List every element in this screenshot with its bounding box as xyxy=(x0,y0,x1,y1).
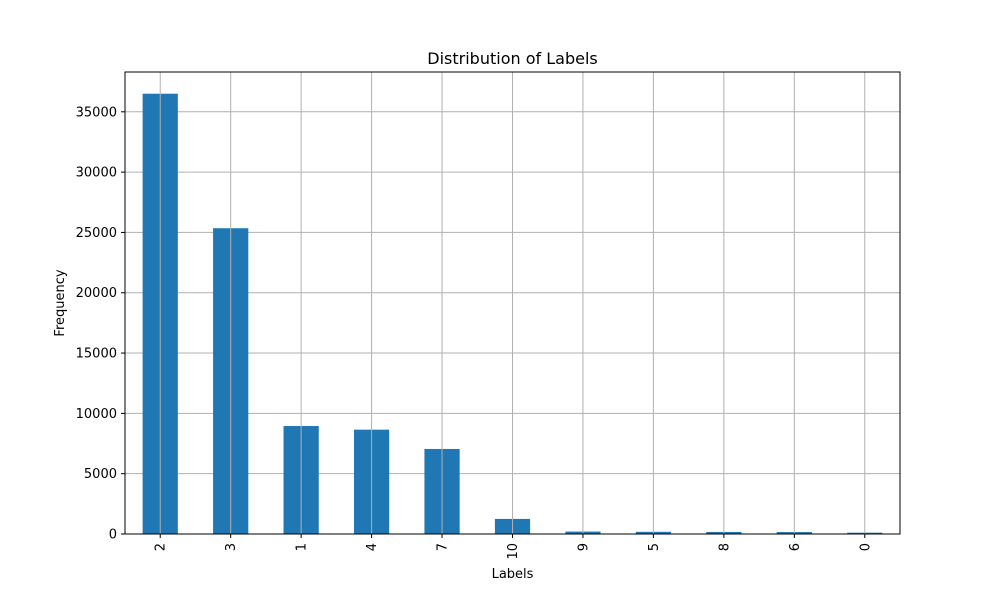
y-axis-label: Frequency xyxy=(53,269,68,336)
x-tick-label: 6 xyxy=(788,543,803,551)
x-tick-label: 0 xyxy=(858,543,873,551)
y-tick-label: 5000 xyxy=(84,467,117,482)
y-tick-label: 35000 xyxy=(76,105,117,120)
y-tick-label: 30000 xyxy=(76,166,117,181)
y-tick-label: 0 xyxy=(109,528,117,543)
x-tick-label: 4 xyxy=(365,543,380,551)
x-tick-label: 2 xyxy=(154,543,169,551)
chart-title: Distribution of Labels xyxy=(427,49,597,68)
x-tick-label: 1 xyxy=(295,543,310,551)
x-tick-label: 10 xyxy=(506,543,521,560)
y-tick-label: 20000 xyxy=(76,286,117,301)
x-tick-label: 3 xyxy=(224,543,239,551)
x-tick-label: 8 xyxy=(717,543,732,551)
y-tick-label: 25000 xyxy=(76,226,117,241)
y-tick-label: 15000 xyxy=(76,347,117,362)
x-axis-label: Labels xyxy=(492,567,534,582)
x-axis: 2 3 1 4 7 10 9 5 8 6 0 xyxy=(154,534,873,560)
bars xyxy=(142,72,883,534)
x-tick-label: 5 xyxy=(647,543,662,551)
x-tick-label: 7 xyxy=(436,543,451,551)
y-tick-label: 10000 xyxy=(76,407,117,422)
x-tick-label: 9 xyxy=(576,543,591,551)
y-axis: 0 5000 10000 15000 20000 25000 30000 35000 xyxy=(76,105,125,543)
